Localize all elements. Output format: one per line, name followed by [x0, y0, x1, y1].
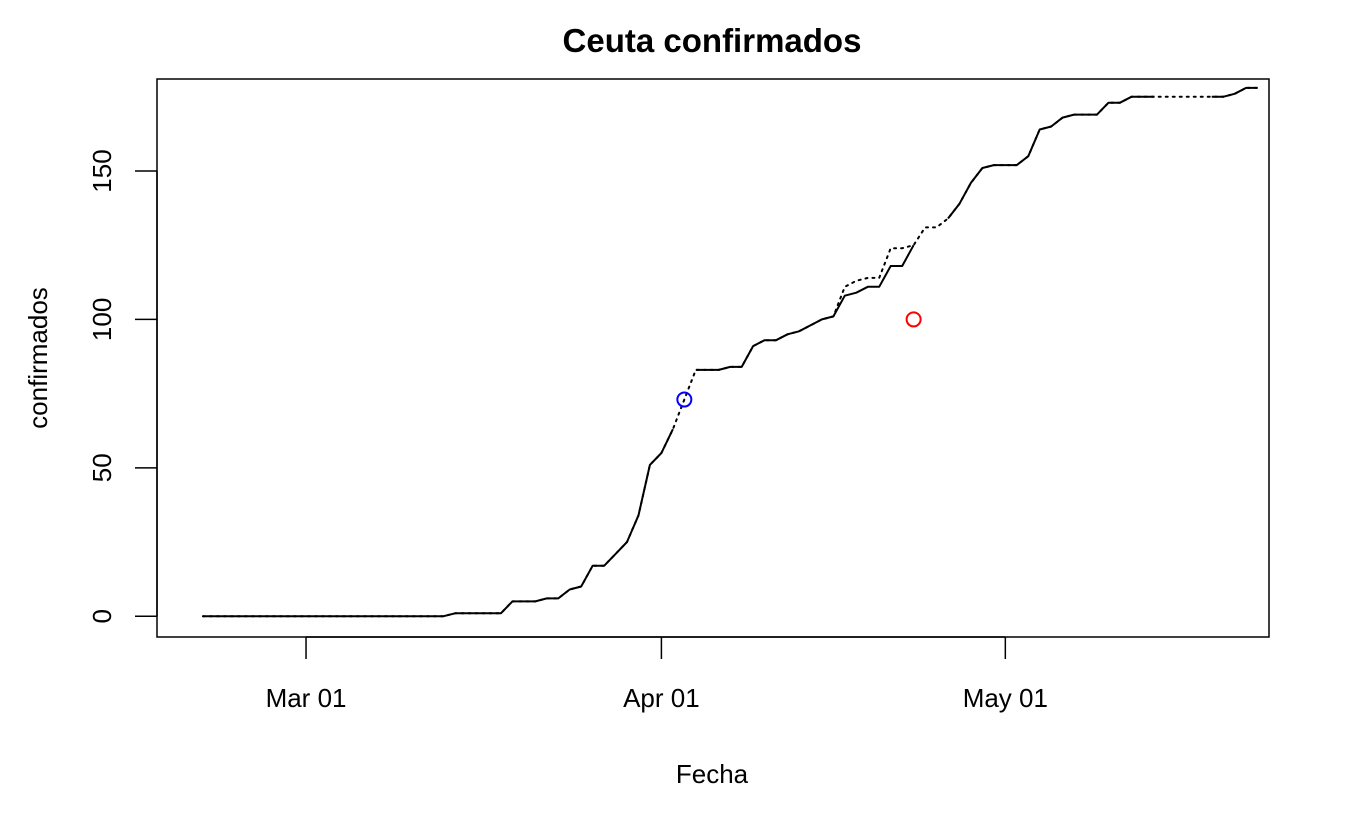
y-axis: 0 50 100 150 — [87, 149, 158, 623]
y-tick-label: 0 — [87, 609, 117, 623]
chart-title: Ceuta confirmados — [563, 22, 862, 59]
x-tick-label: Mar 01 — [266, 683, 347, 713]
x-axis-label: Fecha — [676, 759, 749, 789]
y-tick-label: 50 — [87, 453, 117, 482]
highlight-point-1 — [676, 391, 693, 408]
points-layer — [676, 311, 922, 408]
highlight-point-2 — [905, 311, 922, 328]
series-line-2 — [202, 86, 1258, 618]
x-tick-label: Apr 01 — [623, 683, 700, 713]
x-tick-label: May 01 — [963, 683, 1048, 713]
series-line-1 — [201, 86, 1259, 618]
x-axis: Mar 01 Apr 01 May 01 — [266, 636, 1048, 713]
series-layer — [201, 86, 1259, 618]
y-tick-label: 100 — [87, 298, 117, 341]
y-axis-label: confirmados — [23, 287, 53, 429]
plot-frame — [156, 78, 1270, 638]
y-tick-label: 150 — [87, 149, 117, 192]
